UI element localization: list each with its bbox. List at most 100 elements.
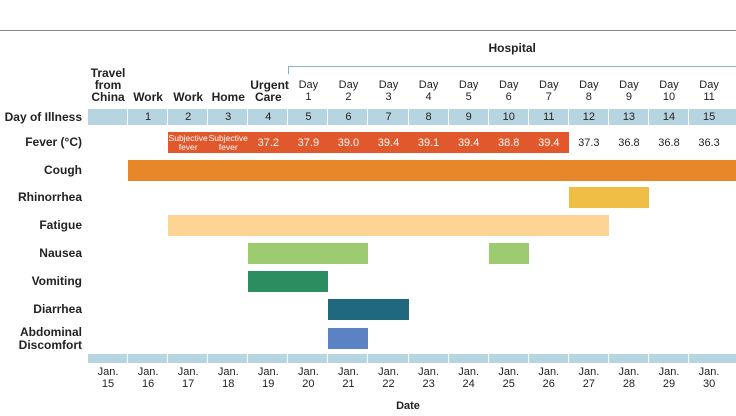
day-cell — [288, 354, 328, 363]
day-number: 12 — [582, 111, 595, 123]
day-cell — [208, 109, 248, 125]
day-number: 7 — [385, 111, 392, 123]
location-label: Day 4 — [418, 79, 439, 103]
x-tick-label: Jan. 15 — [97, 366, 119, 390]
day-cell — [608, 354, 648, 363]
x-tick-label: Jan. 22 — [378, 366, 399, 390]
day-number: 4 — [265, 111, 272, 123]
day-cell — [608, 109, 648, 125]
day-cell — [568, 109, 608, 125]
day-cell — [689, 109, 736, 125]
location-label: Day 10 — [659, 79, 679, 103]
x-tick-label: Jan. 24 — [458, 366, 480, 390]
x-tick-label: Jan. 25 — [498, 366, 520, 390]
symptom-bar — [128, 160, 736, 181]
fever-value: 39.0 — [337, 136, 360, 149]
x-tick-label: Jan. 17 — [177, 366, 199, 390]
day-cell — [128, 354, 168, 363]
fever-value: 37.9 — [297, 136, 320, 149]
location-label: Travel from China — [90, 66, 126, 104]
x-tick-label: Jan. 29 — [658, 366, 680, 390]
row-label: Fever (°C) — [25, 135, 82, 149]
row-label: Rhinorrhea — [17, 190, 82, 204]
row-label: Nausea — [39, 246, 82, 260]
fever-band — [168, 132, 569, 153]
day-cell — [368, 354, 408, 363]
day-cell — [168, 109, 208, 125]
row-label: Cough — [44, 163, 82, 177]
day-cell — [288, 109, 328, 125]
day-cell — [448, 109, 488, 125]
location-label: Day 2 — [338, 79, 359, 103]
fever-value: 39.4 — [538, 136, 560, 149]
x-tick-label: Jan. 19 — [257, 366, 279, 390]
day-cell — [88, 109, 128, 125]
day-number: 9 — [465, 111, 472, 123]
day-cell — [248, 109, 288, 125]
day-number: 6 — [345, 111, 352, 123]
fever-value: Subjective fever — [168, 132, 208, 152]
fever-value: 36.3 — [698, 136, 720, 149]
day-number: 10 — [502, 111, 515, 123]
day-number: 5 — [305, 111, 312, 123]
x-tick-label: Jan. 30 — [698, 366, 720, 390]
day-cell — [128, 109, 168, 125]
day-number: 13 — [622, 111, 636, 123]
location-label: Work — [173, 90, 204, 104]
row-label: Abdominal Discomfort — [18, 324, 82, 352]
day-cell — [88, 354, 128, 363]
x-tick-label: Jan. 28 — [618, 366, 640, 390]
fever-value: 36.8 — [658, 136, 680, 149]
row-label: Diarrhea — [33, 302, 82, 316]
symptom-bar — [168, 215, 609, 236]
location-label: Day 1 — [298, 79, 319, 103]
day-cell — [328, 109, 368, 125]
location-label: Day 6 — [498, 79, 519, 103]
day-cell — [648, 109, 689, 125]
day-cell — [408, 354, 448, 363]
location-label: Work — [133, 90, 163, 104]
location-label: Day 11 — [699, 79, 719, 103]
day-number: 14 — [662, 111, 676, 123]
symptom-bar — [328, 328, 369, 349]
day-cell — [528, 109, 568, 125]
x-tick-label: Jan. 16 — [137, 366, 159, 390]
symptom-bar — [488, 243, 529, 264]
location-label: Day 8 — [579, 79, 599, 103]
fever-value: 38.8 — [498, 136, 520, 149]
day-cell — [168, 354, 208, 363]
day-number: 15 — [702, 111, 716, 123]
x-tick-label: Jan. 26 — [538, 366, 560, 390]
symptom-bar — [248, 243, 369, 264]
x-tick-label: Jan. 20 — [297, 366, 319, 390]
day-cell — [528, 354, 568, 363]
day-number: 2 — [185, 111, 192, 123]
location-label: Day 7 — [539, 79, 559, 103]
row-label: Day of Illness — [4, 109, 82, 124]
location-label: Home — [211, 90, 245, 104]
symptom-bar — [328, 299, 409, 320]
fever-value: Subjective fever — [208, 132, 248, 152]
location-label: Urgent Care — [250, 78, 289, 104]
x-tick-label: Jan. 21 — [338, 366, 359, 390]
row-label: Vomiting — [31, 274, 82, 288]
group-label: Hospital — [488, 41, 536, 55]
day-cell — [408, 109, 448, 125]
location-label: Day 5 — [458, 79, 479, 103]
symptom-bar — [248, 271, 329, 292]
day-cell — [488, 109, 528, 125]
fever-value: 36.8 — [618, 136, 640, 149]
day-cell — [689, 354, 736, 363]
day-cell — [368, 109, 408, 125]
fever-value: 37.3 — [578, 136, 600, 149]
x-tick-label: Jan. 23 — [418, 366, 439, 390]
day-number: 3 — [225, 111, 232, 123]
day-cell — [448, 354, 488, 363]
day-cell — [568, 354, 608, 363]
day-cell — [208, 354, 248, 363]
fever-value: 39.4 — [457, 136, 480, 149]
day-cell — [248, 354, 288, 363]
fever-value: 39.1 — [417, 136, 440, 149]
x-tick-label: Jan. 18 — [217, 366, 239, 390]
